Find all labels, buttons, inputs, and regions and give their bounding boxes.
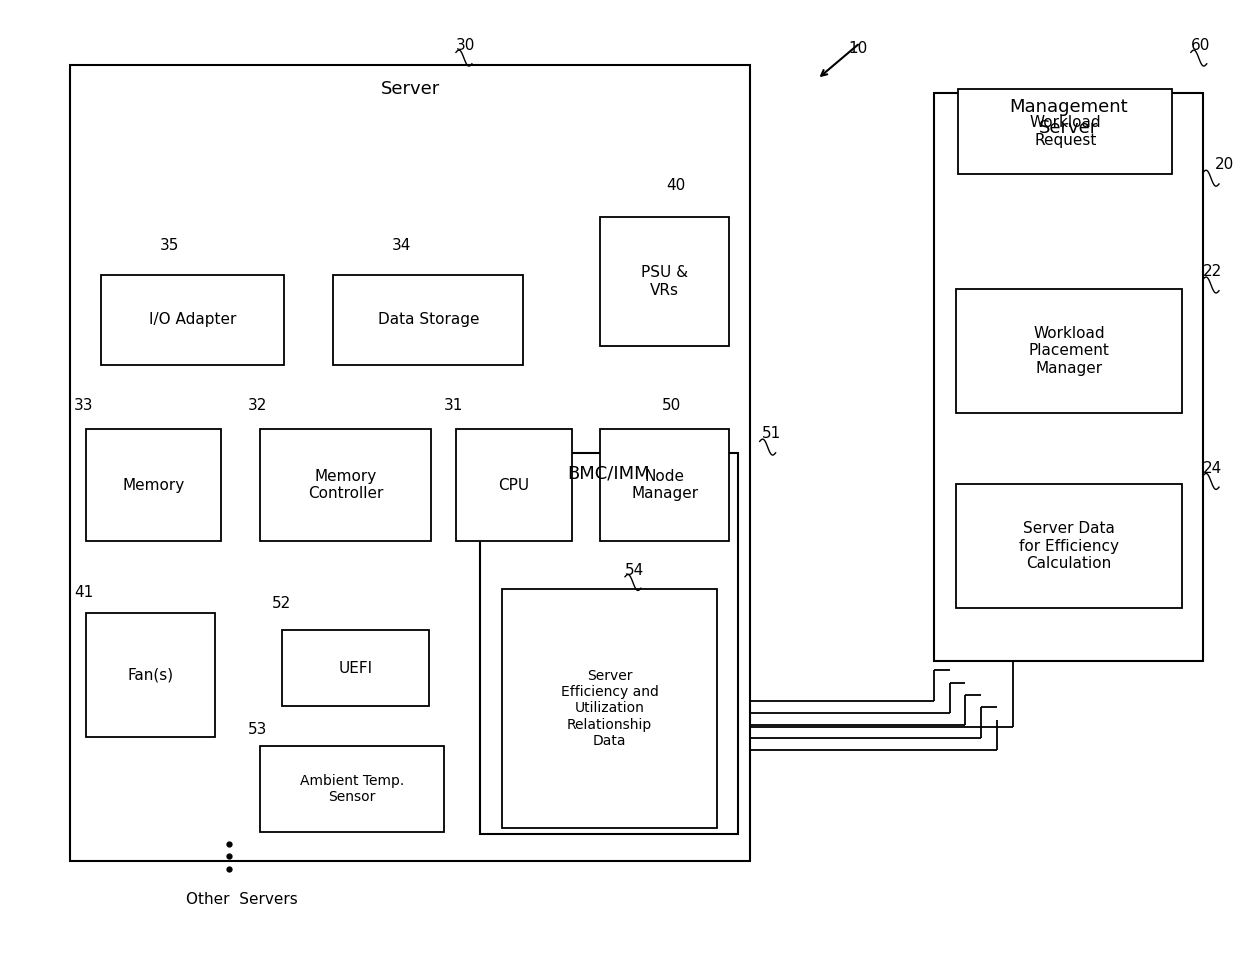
Bar [100, 274, 284, 365]
Text: Server
Efficiency and
Utilization
Relationship
Data: Server Efficiency and Utilization Relati… [560, 669, 658, 748]
Bar [956, 484, 1182, 608]
Text: UEFI: UEFI [339, 661, 372, 676]
Text: 54: 54 [625, 563, 645, 577]
Bar [934, 93, 1203, 661]
Bar [600, 429, 729, 542]
Bar [281, 630, 429, 707]
Text: 53: 53 [248, 722, 267, 737]
Bar [600, 218, 729, 346]
Text: Data Storage: Data Storage [378, 313, 479, 327]
Text: 32: 32 [248, 398, 267, 412]
Bar [86, 613, 215, 737]
Text: CPU: CPU [498, 478, 529, 493]
Text: Server Data
for Efficiency
Calculation: Server Data for Efficiency Calculation [1019, 522, 1118, 572]
Text: 52: 52 [273, 596, 291, 611]
Text: 30: 30 [456, 38, 475, 53]
Text: Memory: Memory [123, 478, 185, 493]
Bar [71, 65, 750, 861]
Text: 10: 10 [848, 41, 867, 56]
Text: Management
Server: Management Server [1009, 98, 1127, 136]
Text: 22: 22 [1203, 264, 1223, 279]
Text: Other  Servers: Other Servers [186, 892, 298, 906]
Bar [260, 429, 432, 542]
Text: 50: 50 [662, 398, 681, 412]
Text: 41: 41 [74, 584, 93, 599]
Bar [502, 589, 717, 828]
Bar [959, 88, 1173, 175]
Text: I/O Adapter: I/O Adapter [149, 313, 237, 327]
Text: 40: 40 [667, 178, 686, 194]
Text: 51: 51 [763, 426, 781, 441]
Text: BMC/IMM: BMC/IMM [568, 465, 650, 482]
Text: 31: 31 [444, 398, 463, 412]
Text: Workload
Request: Workload Request [1029, 115, 1101, 148]
Text: Workload
Placement
Manager: Workload Placement Manager [1028, 326, 1110, 376]
Text: Fan(s): Fan(s) [128, 667, 174, 683]
Bar [956, 289, 1182, 412]
Text: 33: 33 [74, 398, 93, 412]
Text: Ambient Temp.
Sensor: Ambient Temp. Sensor [300, 774, 404, 805]
Text: PSU &
VRs: PSU & VRs [641, 266, 688, 298]
Bar [86, 429, 221, 542]
Text: 35: 35 [160, 239, 179, 253]
Text: Node
Manager: Node Manager [631, 469, 698, 502]
Text: Server: Server [381, 80, 440, 98]
Text: 24: 24 [1203, 460, 1223, 476]
Text: 60: 60 [1190, 38, 1210, 53]
Bar [480, 453, 738, 834]
Text: Memory
Controller: Memory Controller [308, 469, 383, 502]
Bar [456, 429, 573, 542]
Bar [334, 274, 523, 365]
Bar [260, 746, 444, 832]
Text: 20: 20 [1215, 157, 1235, 173]
Text: 34: 34 [392, 239, 412, 253]
